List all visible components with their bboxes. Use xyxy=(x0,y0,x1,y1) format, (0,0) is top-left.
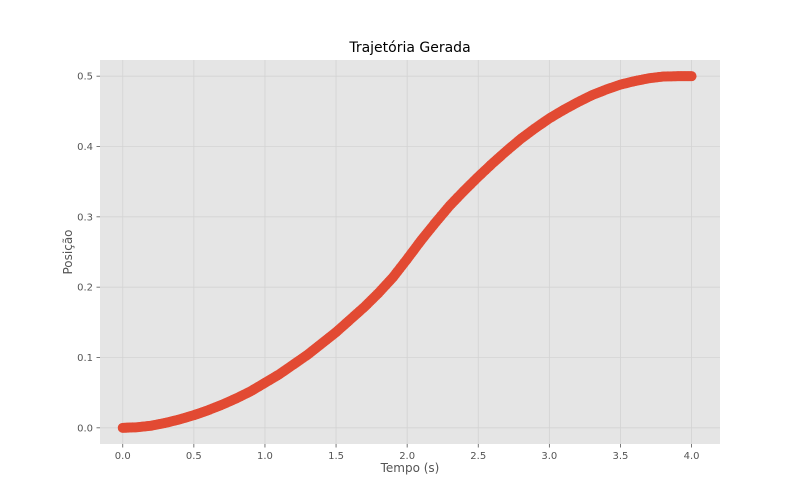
x-tick-label: 4.0 xyxy=(684,451,700,462)
y-axis: 0.0 0.1 0.2 0.3 0.4 0.5 xyxy=(77,72,100,434)
y-tick-label: 0.1 xyxy=(77,353,93,364)
y-tick-label: 0.0 xyxy=(77,423,93,434)
y-tick-label: 0.2 xyxy=(77,283,93,294)
y-axis-label: Posição xyxy=(61,229,75,274)
data-series xyxy=(117,71,697,433)
y-tick-label: 0.5 xyxy=(77,72,93,83)
y-tick-label: 0.3 xyxy=(77,212,93,223)
x-tick-label: 2.0 xyxy=(399,451,415,462)
x-axis-label: Tempo (s) xyxy=(380,461,440,475)
chart-title: Trajetória Gerada xyxy=(348,40,470,56)
x-tick-label: 1.0 xyxy=(257,451,273,462)
x-tick-label: 0.5 xyxy=(186,451,202,462)
grid xyxy=(100,60,720,444)
data-point xyxy=(686,71,697,82)
x-tick-label: 0.0 xyxy=(115,451,131,462)
x-tick-label: 1.5 xyxy=(328,451,344,462)
y-tick-label: 0.4 xyxy=(77,142,93,153)
x-tick-label: 3.5 xyxy=(613,451,629,462)
x-tick-label: 2.5 xyxy=(470,451,486,462)
x-axis: 0.0 0.5 1.0 1.5 2.0 2.5 3.0 3.5 4.0 xyxy=(115,444,700,462)
x-tick-label: 3.0 xyxy=(541,451,557,462)
